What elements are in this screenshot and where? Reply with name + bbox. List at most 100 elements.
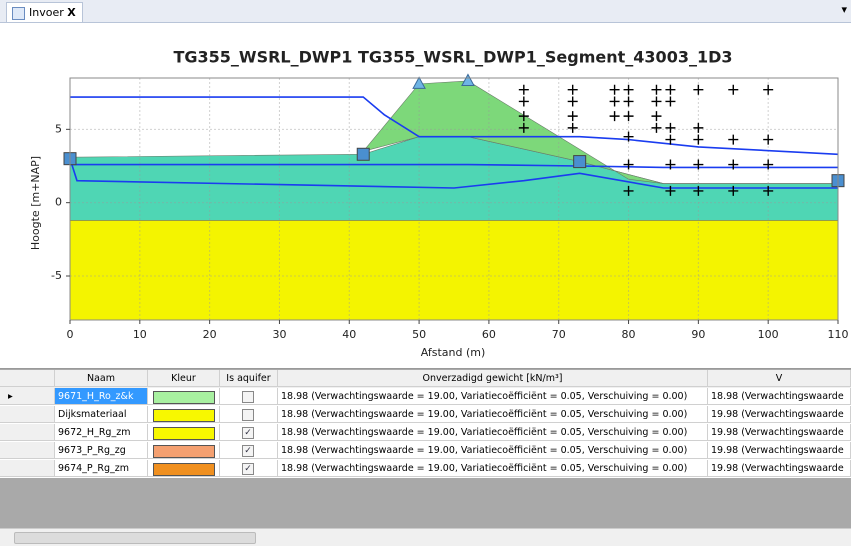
column-header[interactable]: V (708, 370, 851, 387)
chart-title: TG355_WSRL_DWP1 TG355_WSRL_DWP1_Segment_… (173, 48, 732, 67)
table-row[interactable]: Dijksmateriaal 18.98 (Verwachtingswaarde … (0, 406, 851, 424)
square-marker (356, 147, 370, 161)
checkbox[interactable]: ✓ (242, 427, 254, 439)
y-tick-label: 5 (55, 122, 62, 135)
plus-point (665, 159, 676, 170)
plus-point (651, 84, 662, 95)
name-cell: 9674_P_Rg_zm (55, 460, 148, 477)
row-header (0, 406, 55, 423)
color-cell (148, 442, 220, 459)
plus-point (693, 84, 704, 95)
x-tick-label: 30 (272, 328, 286, 341)
plus-point (623, 84, 634, 95)
aquifer-cell: ✓ (220, 442, 278, 459)
x-tick-label: 110 (828, 328, 849, 341)
plus-point (623, 185, 634, 196)
x-tick-label: 40 (342, 328, 356, 341)
plus-point (693, 134, 704, 145)
chart: TG355_WSRL_DWP1 TG355_WSRL_DWP1_Segment_… (29, 48, 849, 360)
column-header[interactable]: Naam (55, 370, 148, 387)
tab-bar: Invoer X ▾ (0, 0, 851, 23)
row-header (0, 442, 55, 459)
tab-close[interactable]: X (67, 6, 76, 19)
row-header (0, 460, 55, 477)
plus-point (693, 185, 704, 196)
y-tick-label: -5 (51, 269, 62, 282)
table-row[interactable]: 9674_P_Rg_zm ✓ 18.98 (Verwachtingswaarde =… (0, 460, 851, 478)
plus-point (763, 159, 774, 170)
plus-point (651, 111, 662, 122)
scrollbar[interactable] (0, 528, 851, 546)
x-tick-label: 100 (758, 328, 779, 341)
triangle-marker (461, 73, 475, 86)
checkbox[interactable]: ✓ (242, 463, 254, 475)
weight-cell: 18.98 (Verwachtingswaarde = 19.00, Varia… (278, 388, 708, 405)
next-cell: 19.98 (Verwachtingswaarde (708, 424, 851, 441)
plus-point (665, 84, 676, 95)
tab[interactable]: Invoer X (6, 2, 83, 22)
table: Naam Kleur Is aquifer Onverzadigd gewicht [… (0, 368, 851, 529)
color-cell (148, 406, 220, 423)
aquifer-cell: ✓ (220, 460, 278, 477)
x-tick-label: 10 (133, 328, 147, 341)
column-header[interactable]: Onverzadigd gewicht [kN/m³] (278, 370, 708, 387)
tab-label: Invoer (29, 6, 64, 19)
plus-point (651, 122, 662, 133)
checkbox[interactable]: ✓ (242, 445, 254, 457)
checkbox[interactable] (242, 409, 254, 421)
aquifer-cell: ✓ (220, 424, 278, 441)
table-row[interactable]: ▸ 9671_H_Ro_z&k 18.98 (Verwachtingswaarde … (0, 388, 851, 406)
column-header[interactable]: Is aquifer (220, 370, 278, 387)
next-cell: 19.98 (Verwachtingswaarde (708, 406, 851, 423)
plus-point (609, 84, 620, 95)
plus-point (665, 122, 676, 133)
y-axis-label: Hoogte [m+NAP] (29, 156, 42, 250)
x-tick-label: 0 (67, 328, 74, 341)
plus-point (763, 134, 774, 145)
table-row[interactable]: 9672_H_Rg_zm ✓ 18.98 (Verwachtingswaarde =… (0, 424, 851, 442)
plus-point (665, 185, 676, 196)
x-tick-label: 50 (412, 328, 426, 341)
plus-point (567, 111, 578, 122)
plus-point (609, 111, 620, 122)
plus-point (567, 96, 578, 107)
next-cell: 18.98 (Verwachtingswaarde (708, 388, 851, 405)
row-header (0, 370, 55, 387)
x-tick-label: 60 (482, 328, 496, 341)
plus-point (623, 111, 634, 122)
name-cell: 9673_P_Rg_zg (55, 442, 148, 459)
plus-point (651, 96, 662, 107)
aquifer-cell (220, 388, 278, 405)
tab-icon (12, 7, 25, 20)
phreatic-line (70, 163, 838, 169)
plus-point (728, 185, 739, 196)
color-swatch (153, 427, 215, 440)
plus-point (567, 84, 578, 95)
plus-point (623, 159, 634, 170)
tab-menu[interactable]: ▾ (841, 3, 847, 16)
x-tick-label: 70 (552, 328, 566, 341)
square-marker (573, 155, 587, 169)
plus-point (763, 185, 774, 196)
triangle-marker (412, 76, 426, 89)
column-header[interactable]: Kleur (148, 370, 220, 387)
checkbox[interactable] (242, 391, 254, 403)
color-cell (148, 460, 220, 477)
x-axis-label: Afstand (m) (421, 346, 486, 359)
table-row[interactable]: 9673_P_Rg_zg ✓ 18.98 (Verwachtingswaarde =… (0, 442, 851, 460)
plus-point (665, 134, 676, 145)
plus-point (728, 159, 739, 170)
color-swatch (153, 463, 215, 476)
plus-point (693, 122, 704, 133)
color-swatch (153, 391, 215, 404)
plus-point (518, 96, 529, 107)
weight-cell: 18.98 (Verwachtingswaarde = 19.00, Varia… (278, 460, 708, 477)
plus-point (763, 84, 774, 95)
header-row: Naam Kleur Is aquifer Onverzadigd gewicht [… (0, 370, 851, 388)
weight-cell: 18.98 (Verwachtingswaarde = 19.00, Varia… (278, 424, 708, 441)
scroll-thumb[interactable] (14, 532, 256, 544)
y-tick-label: 0 (55, 196, 62, 209)
color-cell (148, 388, 220, 405)
x-tick-label: 80 (622, 328, 636, 341)
next-cell: 19.98 (Verwachtingswaarde (708, 460, 851, 477)
